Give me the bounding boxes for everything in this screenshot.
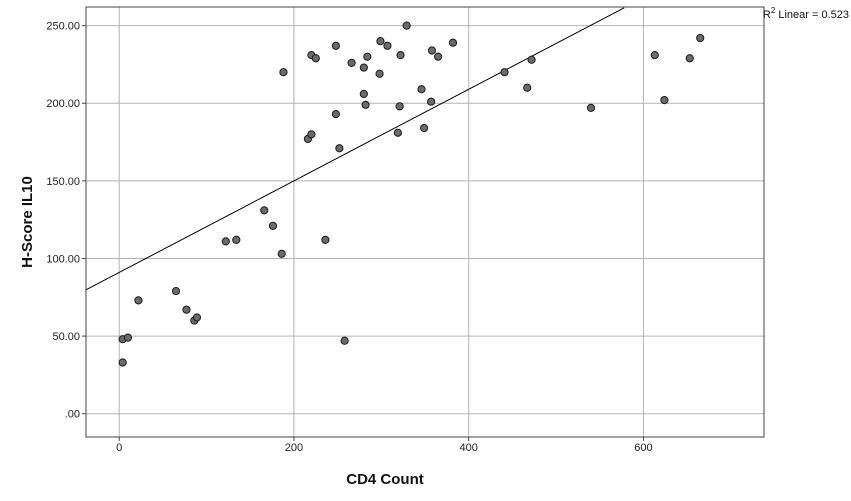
data-point	[335, 144, 344, 153]
data-points	[118, 21, 705, 367]
data-point	[448, 38, 458, 47]
data-point	[277, 249, 286, 258]
plot-area-frame	[85, 6, 765, 438]
data-point	[417, 85, 426, 94]
data-point	[361, 100, 370, 109]
x-tick-label: 0	[116, 442, 122, 454]
data-point	[340, 336, 349, 345]
y-tick-label: 200.00	[46, 98, 80, 110]
data-point	[134, 296, 143, 305]
data-point	[232, 235, 241, 244]
data-point	[118, 358, 127, 367]
data-point	[307, 130, 316, 139]
data-point	[359, 63, 368, 72]
data-point	[395, 102, 404, 111]
data-point	[383, 41, 392, 50]
data-point	[123, 333, 133, 342]
data-point	[527, 55, 536, 64]
data-point	[268, 221, 278, 230]
regression-line-group	[86, 7, 625, 291]
r2-suffix: Linear = 0.523	[775, 9, 849, 21]
y-tick-label: 50.00	[52, 331, 80, 343]
data-point	[375, 69, 384, 78]
data-point	[260, 206, 269, 215]
r2-prefix: R	[763, 9, 771, 21]
data-point	[279, 68, 288, 77]
x-tick-label: 600	[634, 442, 652, 454]
data-point	[523, 83, 532, 92]
data-point	[331, 41, 340, 50]
y-tick-label: 150.00	[46, 176, 80, 188]
data-point	[427, 46, 437, 55]
data-point	[650, 51, 659, 60]
y-axis-title: H-Score IL10	[19, 176, 36, 268]
x-tick-label: 400	[460, 442, 478, 454]
data-point	[171, 286, 181, 296]
linear-fit-line	[86, 7, 625, 291]
data-point	[347, 58, 356, 67]
axis-ticks: .00 50.00 100.00 150.00 200.00 250.00 0 200 400 6…	[46, 21, 652, 454]
data-point	[685, 54, 694, 63]
grid-lines	[86, 7, 764, 437]
x-axis-title: CD4 Count	[346, 471, 424, 488]
data-point	[359, 89, 368, 99]
data-point	[402, 21, 411, 30]
data-point	[182, 305, 191, 314]
data-point	[500, 68, 509, 77]
data-point	[376, 37, 385, 46]
data-point	[311, 54, 320, 63]
y-tick-label: 250.00	[46, 21, 80, 33]
data-point	[363, 52, 372, 61]
data-point	[331, 110, 340, 119]
data-point	[586, 103, 596, 113]
x-tick-label: 200	[285, 442, 303, 454]
r2-superscript: 2	[771, 6, 776, 15]
r2-annotation: R2 Linear = 0.523	[763, 6, 849, 21]
data-point	[420, 123, 429, 133]
data-point	[696, 33, 705, 43]
data-point	[192, 313, 202, 322]
data-point	[434, 52, 443, 61]
y-tick-label: 100.00	[46, 253, 80, 265]
data-point	[221, 237, 230, 246]
y-tick-label: .00	[65, 409, 80, 421]
data-point	[321, 235, 330, 244]
data-point	[660, 96, 669, 105]
data-point	[396, 51, 405, 60]
data-point	[427, 97, 436, 106]
data-point	[393, 128, 403, 137]
